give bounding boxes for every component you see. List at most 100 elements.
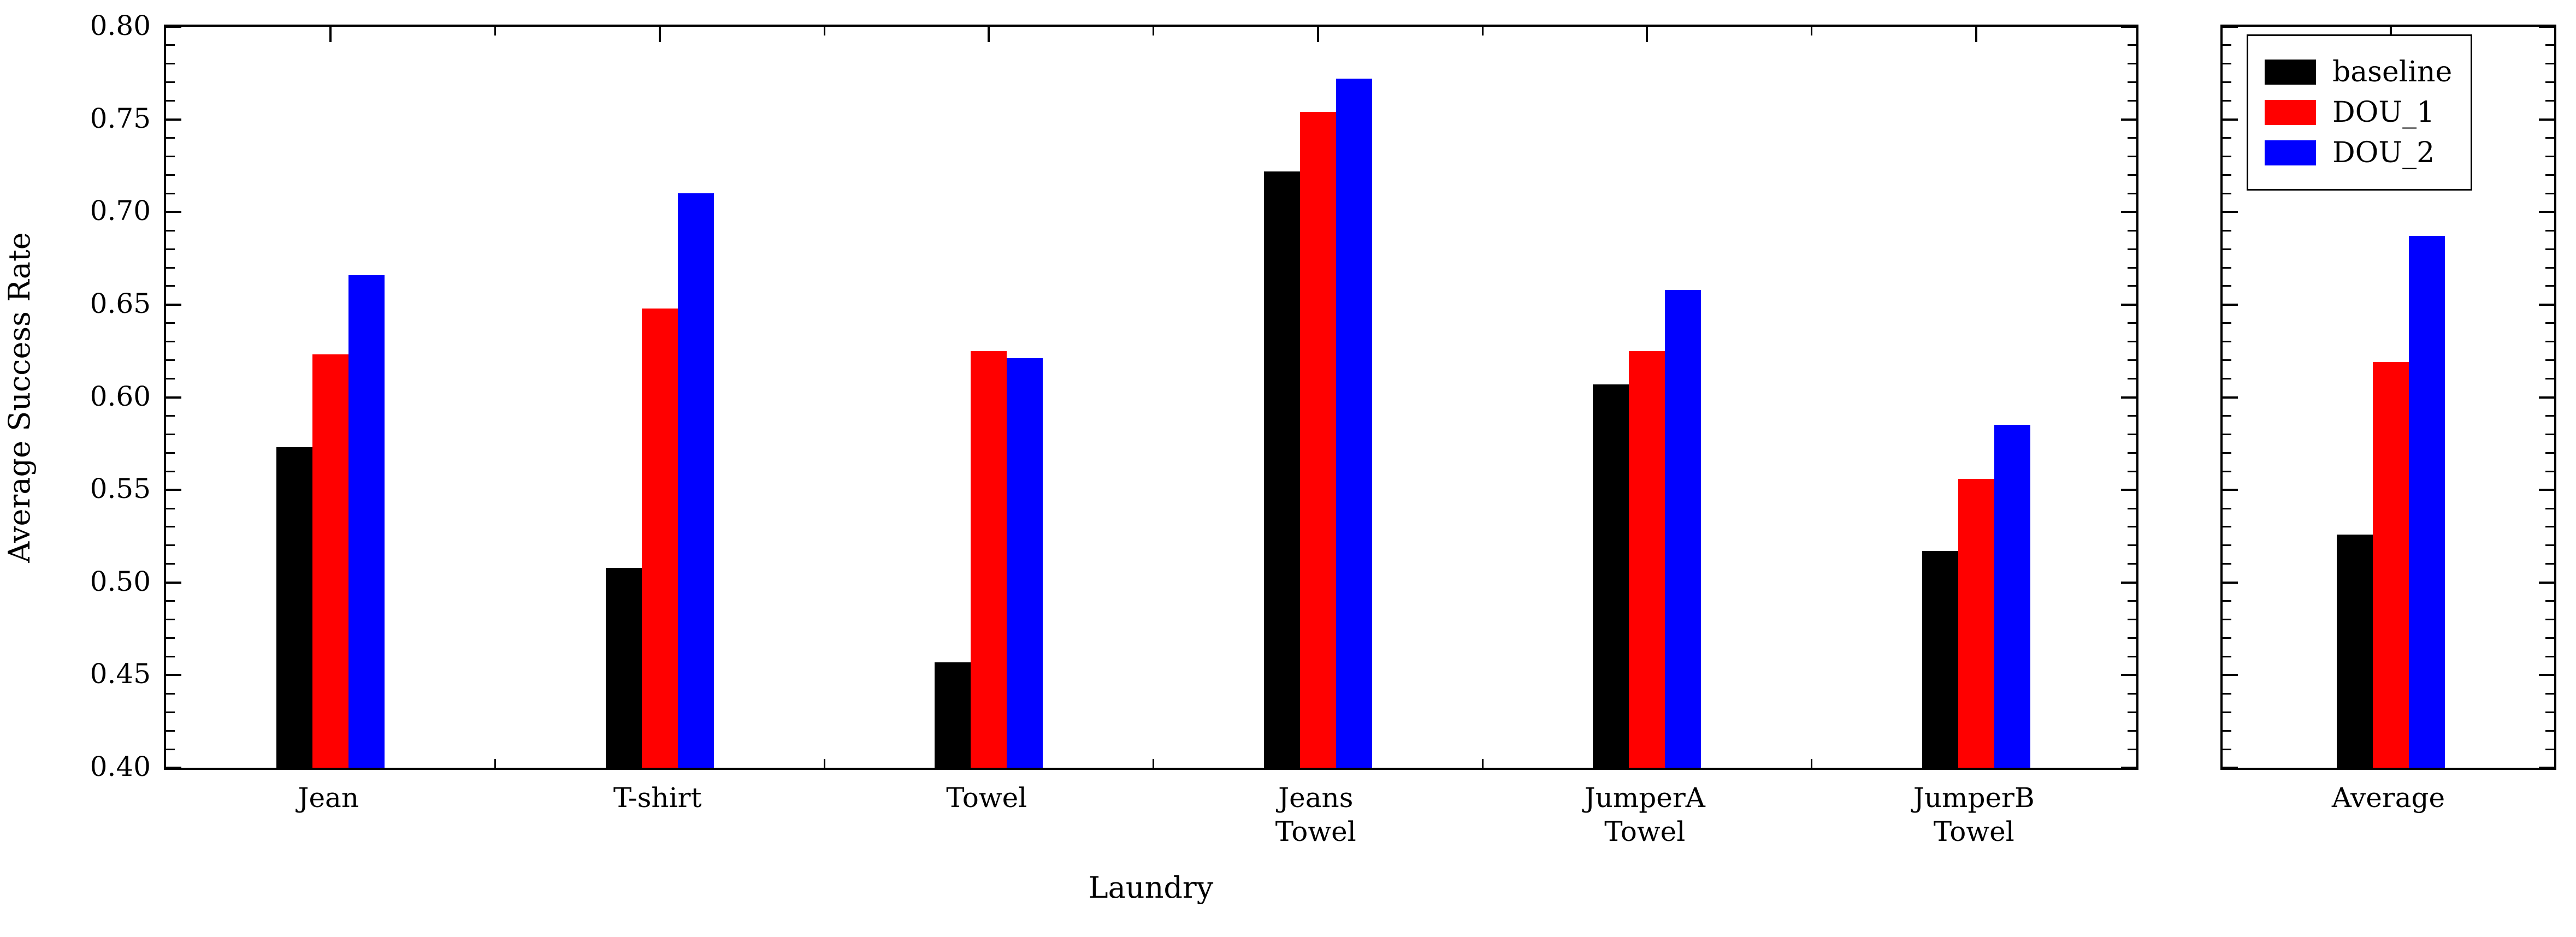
y-minor-tick bbox=[166, 341, 175, 343]
y-minor-tick bbox=[2223, 359, 2231, 361]
y-minor-tick bbox=[2223, 266, 2231, 269]
y-tick-label: 0.80 bbox=[90, 10, 151, 41]
bar-DOU_2-T-shirt bbox=[677, 193, 714, 768]
x-minor-tick bbox=[1811, 27, 1812, 35]
y-minor-tick bbox=[2545, 470, 2554, 472]
y-major-tick bbox=[2539, 26, 2554, 28]
y-minor-tick bbox=[2128, 359, 2136, 361]
x-minor-tick bbox=[494, 759, 496, 768]
y-minor-tick bbox=[2128, 619, 2136, 621]
y-minor-tick bbox=[166, 81, 175, 84]
y-major-tick bbox=[2223, 489, 2238, 491]
y-minor-tick bbox=[166, 655, 175, 657]
y-minor-tick bbox=[2128, 414, 2136, 417]
y-minor-tick bbox=[166, 619, 175, 621]
y-minor-tick bbox=[2128, 322, 2136, 324]
y-minor-tick bbox=[166, 322, 175, 324]
bar-DOU_1-JumperB-Towel bbox=[1958, 478, 1994, 768]
y-minor-tick bbox=[2223, 433, 2231, 435]
x-major-tick bbox=[329, 27, 332, 42]
category-label: Jean bbox=[298, 782, 359, 814]
y-minor-tick bbox=[2223, 100, 2231, 102]
y-major-tick bbox=[2539, 303, 2554, 306]
y-major-tick bbox=[2121, 581, 2136, 584]
y-minor-tick bbox=[2545, 248, 2554, 250]
y-minor-tick bbox=[166, 63, 175, 65]
y-minor-tick bbox=[2545, 414, 2554, 417]
y-minor-tick bbox=[2545, 378, 2554, 380]
main-panel bbox=[164, 25, 2138, 770]
y-minor-tick bbox=[2545, 229, 2554, 232]
y-minor-tick bbox=[2545, 81, 2554, 84]
y-major-tick bbox=[2121, 211, 2136, 214]
bar-DOU_2-Average bbox=[2408, 236, 2445, 768]
x-major-tick bbox=[1316, 27, 1319, 42]
y-minor-tick bbox=[2128, 341, 2136, 343]
y-minor-tick bbox=[2223, 81, 2231, 84]
legend-row: baseline bbox=[2265, 55, 2452, 90]
bar-DOU_1-T-shirt bbox=[641, 308, 678, 768]
y-minor-tick bbox=[2128, 63, 2136, 65]
bar-DOU_1-Average bbox=[2372, 362, 2409, 768]
y-major-tick bbox=[2539, 118, 2554, 121]
y-minor-tick bbox=[2545, 44, 2554, 46]
y-minor-tick bbox=[2128, 248, 2136, 250]
y-minor-tick bbox=[2223, 322, 2231, 324]
y-major-tick bbox=[2539, 211, 2554, 214]
y-minor-tick bbox=[2545, 100, 2554, 102]
y-major-tick bbox=[166, 489, 181, 491]
y-minor-tick bbox=[2128, 655, 2136, 657]
y-minor-tick bbox=[2545, 322, 2554, 324]
y-minor-tick bbox=[2223, 730, 2231, 732]
y-major-tick bbox=[2121, 118, 2136, 121]
y-major-tick bbox=[2539, 581, 2554, 584]
bar-DOU_2-Jean bbox=[348, 275, 385, 768]
y-minor-tick bbox=[2223, 285, 2231, 287]
y-minor-tick bbox=[2223, 507, 2231, 509]
y-minor-tick bbox=[2223, 248, 2231, 250]
y-minor-tick bbox=[2545, 730, 2554, 732]
bar-baseline-Jeans-Towel bbox=[1263, 171, 1300, 768]
y-major-tick bbox=[166, 118, 181, 121]
y-major-tick bbox=[2223, 303, 2238, 306]
y-minor-tick bbox=[2128, 470, 2136, 472]
x-minor-tick bbox=[1481, 27, 1484, 35]
y-minor-tick bbox=[2128, 563, 2136, 565]
y-minor-tick bbox=[2545, 655, 2554, 657]
y-minor-tick bbox=[2223, 692, 2231, 695]
y-minor-tick bbox=[2223, 137, 2231, 139]
y-minor-tick bbox=[2223, 600, 2231, 602]
y-major-tick bbox=[166, 396, 181, 399]
bar-baseline-Jean bbox=[276, 447, 313, 768]
y-minor-tick bbox=[2545, 692, 2554, 695]
y-minor-tick bbox=[2128, 100, 2136, 102]
x-major-tick bbox=[1646, 27, 1649, 42]
bar-DOU_1-Jeans-Towel bbox=[1299, 112, 1336, 768]
y-minor-tick bbox=[166, 359, 175, 361]
y-minor-tick bbox=[166, 137, 175, 139]
y-minor-tick bbox=[2545, 433, 2554, 435]
y-minor-tick bbox=[2128, 452, 2136, 454]
y-minor-tick bbox=[2223, 174, 2231, 176]
bar-DOU_2-JumperA-Towel bbox=[1665, 289, 1701, 768]
y-minor-tick bbox=[2223, 655, 2231, 657]
y-minor-tick bbox=[2223, 192, 2231, 194]
bar-DOU_1-Towel bbox=[971, 351, 1007, 768]
bar-baseline-T-shirt bbox=[605, 567, 642, 768]
y-minor-tick bbox=[2128, 81, 2136, 84]
y-minor-tick bbox=[166, 730, 175, 732]
y-tick-label: 0.75 bbox=[90, 102, 151, 134]
y-tick-label: 0.45 bbox=[90, 658, 151, 690]
y-major-tick bbox=[2121, 303, 2136, 306]
y-minor-tick bbox=[2223, 452, 2231, 454]
y-tick-label: 0.70 bbox=[90, 195, 151, 227]
y-tick-label: 0.40 bbox=[90, 751, 151, 782]
y-major-tick bbox=[2121, 26, 2136, 28]
y-minor-tick bbox=[2223, 711, 2231, 713]
y-minor-tick bbox=[2128, 192, 2136, 194]
bar-DOU_2-Towel bbox=[1007, 358, 1043, 768]
y-minor-tick bbox=[2545, 137, 2554, 139]
y-minor-tick bbox=[2128, 44, 2136, 46]
y-minor-tick bbox=[2223, 378, 2231, 380]
y-major-tick bbox=[2539, 489, 2554, 491]
